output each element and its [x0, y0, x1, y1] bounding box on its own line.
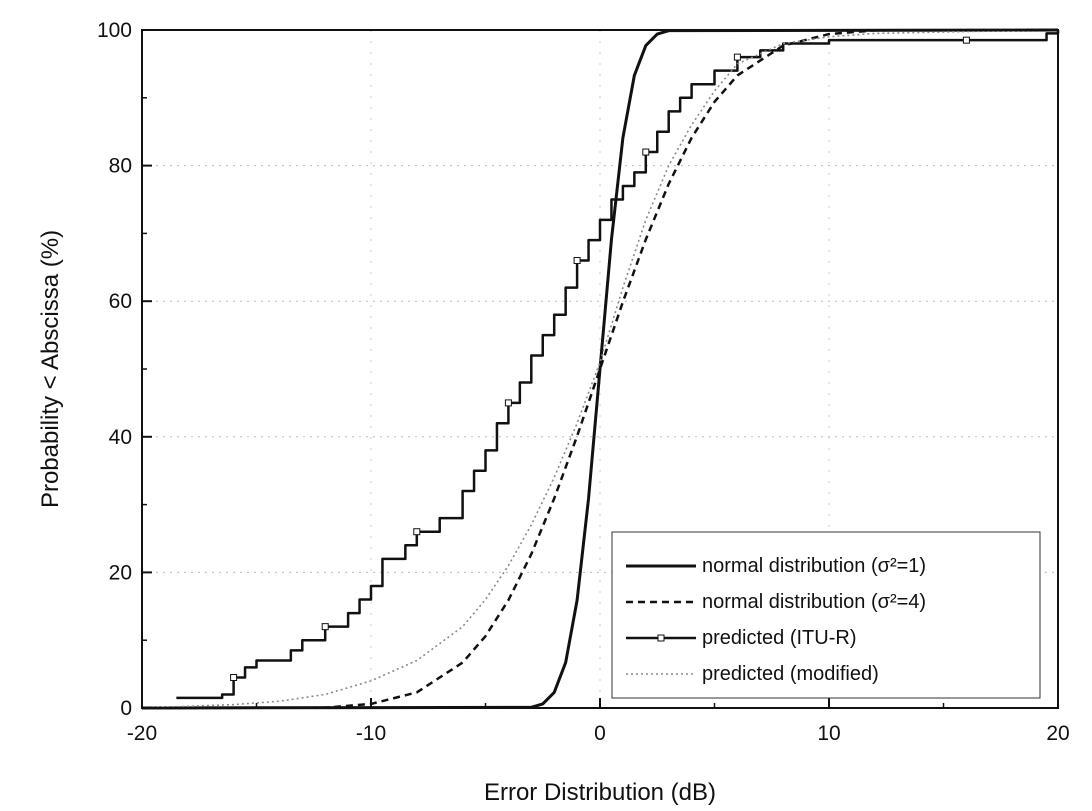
axis-ticks: -20 -10 0 10 20 0 20 40 60 80 100: [97, 19, 1070, 745]
legend-box: [611, 531, 1041, 699]
series-point: [321, 623, 329, 631]
y-tick-label: 100: [97, 19, 132, 42]
series-line-1: [141, 28, 1059, 710]
y-tick-label: 40: [109, 426, 132, 449]
y-axis-title: Probability < Abscissa (%): [37, 230, 64, 508]
x-tick-label: -10: [356, 722, 386, 745]
x-tick-label: 0: [594, 722, 606, 745]
y-tick-label: 60: [109, 290, 132, 313]
series-point: [504, 399, 512, 407]
legend-label-2: predicted (ITU-R): [702, 627, 856, 649]
series-layer: [141, 28, 1060, 710]
series-point: [733, 53, 741, 61]
series-point: [962, 36, 970, 44]
legend-label-0: normal distribution (σ²=1): [702, 555, 926, 577]
series-line-0: [141, 28, 1059, 710]
x-tick-label: 20: [1046, 722, 1069, 745]
y-tick-label: 20: [109, 561, 132, 584]
series-point: [642, 148, 650, 156]
y-tick-label: 0: [120, 697, 132, 720]
x-tick-label: -20: [127, 722, 157, 745]
legend-marker: [657, 634, 665, 642]
series-line-3: [141, 29, 1059, 709]
x-axis-title: Error Distribution (dB): [484, 779, 716, 806]
legend: normal distribution (σ²=1) normal distrib…: [611, 531, 1041, 699]
series-point: [230, 673, 238, 681]
series-line-2: [176, 30, 1060, 700]
series-point: [413, 528, 421, 536]
series-point: [573, 257, 581, 265]
y-tick-label: 80: [109, 155, 132, 178]
x-tick-label: 10: [817, 722, 840, 745]
legend-label-1: normal distribution (σ²=4): [702, 591, 926, 613]
legend-label-3: predicted (modified): [702, 663, 879, 685]
